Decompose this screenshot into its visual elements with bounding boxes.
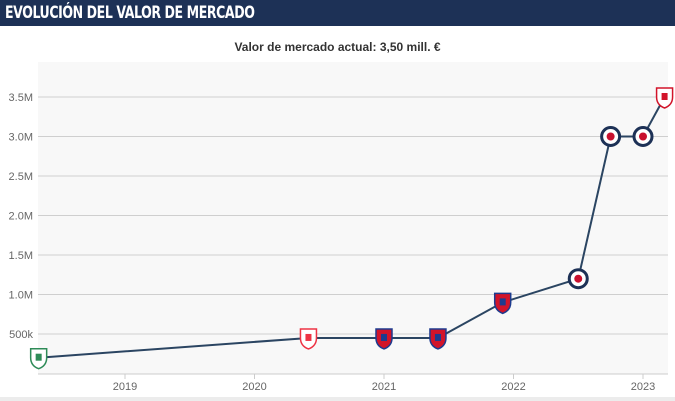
- club-badge-cross: [639, 132, 647, 141]
- x-tick-label: 2021: [372, 381, 396, 393]
- y-tick-label: 3.5M: [9, 92, 33, 104]
- x-tick-label: 2022: [501, 381, 525, 393]
- y-tick-label: 3.0M: [9, 132, 33, 144]
- club-badge-emblem: [305, 333, 312, 341]
- club-badge-cross: [606, 132, 615, 141]
- plot-area: [38, 62, 668, 374]
- y-tick-label: 2.0M: [9, 211, 33, 223]
- y-tick-label: 1.5M: [9, 250, 33, 262]
- club-badge-cross: [574, 274, 583, 283]
- y-tick-label: 2.5M: [9, 171, 33, 183]
- club-badge-emblem: [499, 298, 506, 306]
- current-market-value: Valor de mercado actual: 3,50 mill. €: [234, 40, 441, 54]
- x-tick-label: 2020: [242, 381, 266, 393]
- y-tick-label: 1.0M: [9, 290, 33, 302]
- club-badge-emblem: [661, 93, 668, 100]
- bottom-bar: [0, 397, 675, 401]
- section-header: EVOLUCIÓN DEL VALOR DE MERCADO: [0, 0, 675, 26]
- x-tick-label: 2019: [113, 381, 137, 393]
- x-tick-label: 2023: [631, 381, 655, 393]
- y-tick-label: 500k: [9, 329, 33, 341]
- club-badge-emblem: [35, 353, 42, 361]
- club-badge-emblem: [381, 333, 387, 341]
- club-badge-emblem: [434, 333, 441, 341]
- section-title: EVOLUCIÓN DEL VALOR DE MERCADO: [5, 3, 255, 23]
